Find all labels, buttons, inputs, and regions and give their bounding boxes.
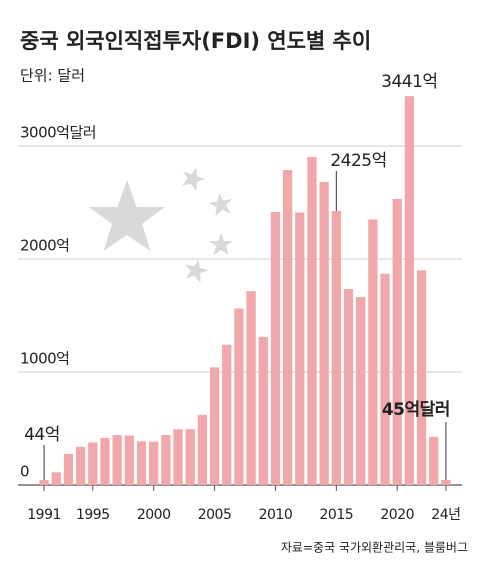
bar bbox=[197, 414, 208, 485]
y-tick-label: 1000억 bbox=[20, 350, 69, 368]
bar bbox=[100, 437, 110, 485]
x-tick-label: 2015 bbox=[320, 507, 354, 523]
labels: 0 1000억 2000억 3000억달러 1991 44억 1995 2000 2005 201… bbox=[20, 72, 461, 523]
chart-subtitle: 단위: 달러 bbox=[20, 67, 85, 85]
bar bbox=[161, 435, 171, 485]
source: 자료=중국 국가외환관리국, 블룸버그 bbox=[281, 541, 468, 555]
bar bbox=[270, 211, 281, 485]
bar bbox=[319, 182, 329, 485]
bar bbox=[416, 270, 427, 485]
bar bbox=[149, 441, 159, 485]
bar bbox=[441, 479, 451, 485]
data-label: 2425억 bbox=[330, 151, 386, 171]
bar bbox=[222, 344, 232, 485]
bar bbox=[51, 472, 61, 485]
bar bbox=[380, 273, 390, 485]
y-tick-label: 0 bbox=[20, 463, 29, 481]
y-tick-label: 2000억 bbox=[20, 237, 69, 255]
chart-title: 중국 외국인직접투자(FDI) 연도별 추이 bbox=[20, 29, 371, 53]
bar bbox=[136, 441, 147, 485]
bar bbox=[75, 446, 86, 485]
bar bbox=[39, 480, 49, 485]
bar bbox=[295, 212, 305, 485]
x-tick-label: 1991 bbox=[27, 507, 61, 523]
bar bbox=[173, 429, 183, 485]
bar bbox=[88, 442, 98, 485]
bar bbox=[246, 291, 256, 485]
bar bbox=[63, 453, 74, 485]
data-label: 44억 bbox=[24, 425, 60, 445]
bar bbox=[209, 367, 220, 485]
bars bbox=[39, 96, 451, 486]
bar bbox=[112, 435, 122, 485]
bar bbox=[368, 219, 378, 485]
x-tick-label: 2000 bbox=[137, 507, 171, 523]
bar bbox=[307, 156, 317, 485]
data-label: 3441억 bbox=[381, 72, 437, 92]
bar bbox=[356, 297, 366, 485]
bar bbox=[258, 336, 268, 485]
x-tick-label: 24년 bbox=[431, 507, 460, 523]
x-tick-label: 1995 bbox=[76, 507, 110, 523]
bar bbox=[185, 429, 195, 485]
bar bbox=[234, 308, 244, 485]
data-label: 45억달러 bbox=[382, 399, 450, 420]
x-tick-label: 2010 bbox=[259, 507, 293, 523]
x-tick-label: 2020 bbox=[380, 507, 414, 523]
bar bbox=[429, 436, 439, 485]
flag-stars bbox=[89, 167, 233, 283]
bar bbox=[124, 435, 134, 485]
bar bbox=[392, 198, 402, 485]
y-tick-label: 3000억달러 bbox=[20, 124, 96, 142]
bar bbox=[404, 96, 415, 486]
bar bbox=[282, 169, 293, 485]
x-tick-label: 2005 bbox=[198, 507, 232, 523]
bar bbox=[343, 289, 354, 485]
bar bbox=[331, 210, 341, 485]
